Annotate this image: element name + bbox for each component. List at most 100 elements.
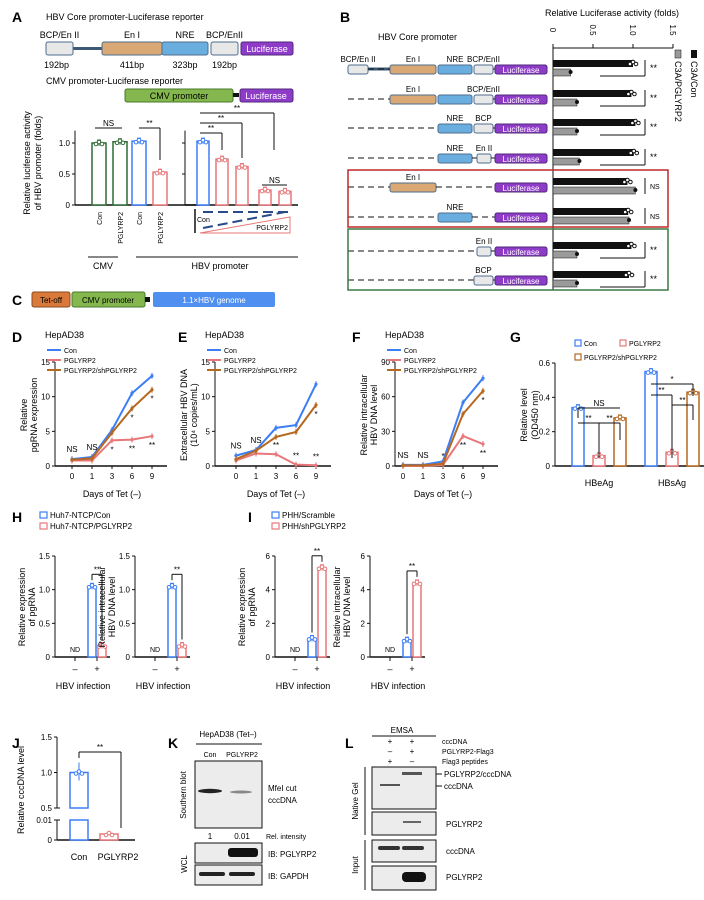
significance-label: NS: [593, 399, 604, 408]
x-tick-label: PGLYRP2: [158, 212, 165, 244]
bar-pglyrp2: [112, 141, 128, 206]
hbv-core-promoter-title: HBV Core promoter: [378, 32, 457, 42]
y-tick-label: 0: [66, 201, 71, 210]
data-point: [279, 190, 285, 195]
y-axis-label: (OD450 nm): [530, 390, 540, 440]
x-tick-label: 6: [461, 472, 466, 481]
y-tick-label: 1.5: [119, 552, 131, 561]
luciferase-box: [239, 88, 294, 103]
data-point: [421, 463, 425, 468]
data-point: [629, 241, 634, 247]
nd-label: ND: [385, 647, 395, 654]
luciferase-label: Luciferase: [503, 155, 540, 164]
data-point: [166, 585, 172, 590]
x-tick-label: +: [174, 664, 179, 674]
data-point: [314, 463, 318, 467]
significance-label: **: [273, 441, 279, 450]
chart-title: HepAD38: [205, 330, 244, 340]
bar-c3a-pglyrp2: [552, 98, 578, 107]
y-axis-label: HBV DNA level: [107, 577, 117, 638]
data-point: [150, 374, 154, 378]
luciferase-box: [494, 246, 548, 257]
panel-label-i: I: [248, 509, 252, 525]
bar-c3a-pglyrp2: [552, 127, 578, 136]
legend-swatch-con: [691, 50, 697, 58]
y-axis-label: pgRNA expression: [29, 378, 39, 453]
y-tick-label: 0.2: [539, 428, 551, 437]
data-point: [93, 141, 99, 147]
data-point: [568, 70, 573, 74]
segment-label: En II: [476, 144, 492, 153]
input-cccdna-band-2: [402, 846, 424, 850]
data-point: [316, 566, 322, 572]
construct-segment-nre: [437, 64, 473, 75]
y-tick-label: 0: [206, 462, 211, 471]
data-point: [236, 165, 242, 170]
input-label: Input: [351, 855, 360, 874]
data-point: [92, 585, 98, 590]
data-point: [176, 644, 182, 649]
panel-label-b: B: [340, 9, 350, 25]
y-tick-label: 0: [361, 653, 366, 662]
native-gel-label: Native Gel: [351, 782, 360, 820]
data-point: [481, 442, 485, 446]
significance-label: NS: [103, 119, 114, 128]
data-point: [629, 89, 634, 95]
legend-label: PGLYRP2/shPGLYRP2: [584, 355, 657, 362]
data-point: [626, 91, 631, 97]
data-point: [157, 168, 163, 174]
y-tick-label: 4: [266, 586, 271, 595]
panel-label-e: E: [178, 329, 187, 345]
data-point: [99, 141, 105, 147]
legend-label: PGLYRP2: [224, 358, 256, 365]
significance-label: NS: [650, 214, 660, 221]
x-axis-label: Days of Tet (–): [83, 489, 141, 499]
data-point: [169, 583, 175, 588]
significance-label: *: [110, 445, 113, 454]
data-point: [197, 139, 203, 145]
data-point: [575, 129, 579, 133]
segment-label: En I: [124, 30, 140, 40]
data-point: [599, 454, 605, 460]
data-point: [130, 391, 134, 395]
data-point: [631, 148, 637, 154]
x-axis-title: Relative Luciferase activity (folds): [545, 8, 679, 18]
legend-swatch-pglyrp2: [674, 49, 682, 59]
lane-sign: +: [410, 737, 415, 746]
segment-label: En II: [476, 237, 492, 246]
x-tick-label: 3: [441, 472, 446, 481]
data-point: [282, 188, 288, 193]
significance-label: NS: [66, 445, 77, 454]
native-pglyrp2-band: [403, 821, 421, 823]
data-point: [103, 832, 109, 838]
bar-c3a-pglyrp2: [552, 216, 630, 225]
data-point: [666, 450, 672, 456]
y-tick-label: 0: [48, 836, 53, 845]
bar-c3a-con: [553, 271, 629, 278]
construct-segment-0: [45, 41, 74, 56]
data-point: [481, 376, 485, 380]
bar-c3a-pglyrp2: [552, 250, 578, 259]
x-axis-label: Days of Tet (–): [414, 489, 472, 499]
bar-c3a-pglyrp2: [552, 186, 636, 195]
group-label-hbv: HBV promoter: [191, 261, 248, 271]
significance-label: **: [658, 386, 664, 395]
series-line-2: [235, 404, 317, 460]
data-point: [630, 59, 636, 65]
data-point: [219, 155, 225, 161]
data-point: [222, 157, 228, 163]
data-point: [461, 400, 465, 405]
significance-label: **: [313, 452, 319, 461]
data-point: [89, 583, 95, 588]
x-tick-label: +: [314, 664, 319, 674]
segment-label: NRE: [447, 55, 464, 64]
y-axis-label: Relative level: [519, 388, 529, 442]
x-tick-label: 3: [110, 472, 115, 481]
significance-label: **: [174, 565, 180, 574]
bar-dose-2: [235, 165, 249, 206]
segment-label: NRE: [447, 114, 464, 123]
native-gel-image: [371, 766, 437, 810]
y-tick-label: 15: [201, 358, 210, 367]
significance-label: NS: [86, 443, 97, 452]
